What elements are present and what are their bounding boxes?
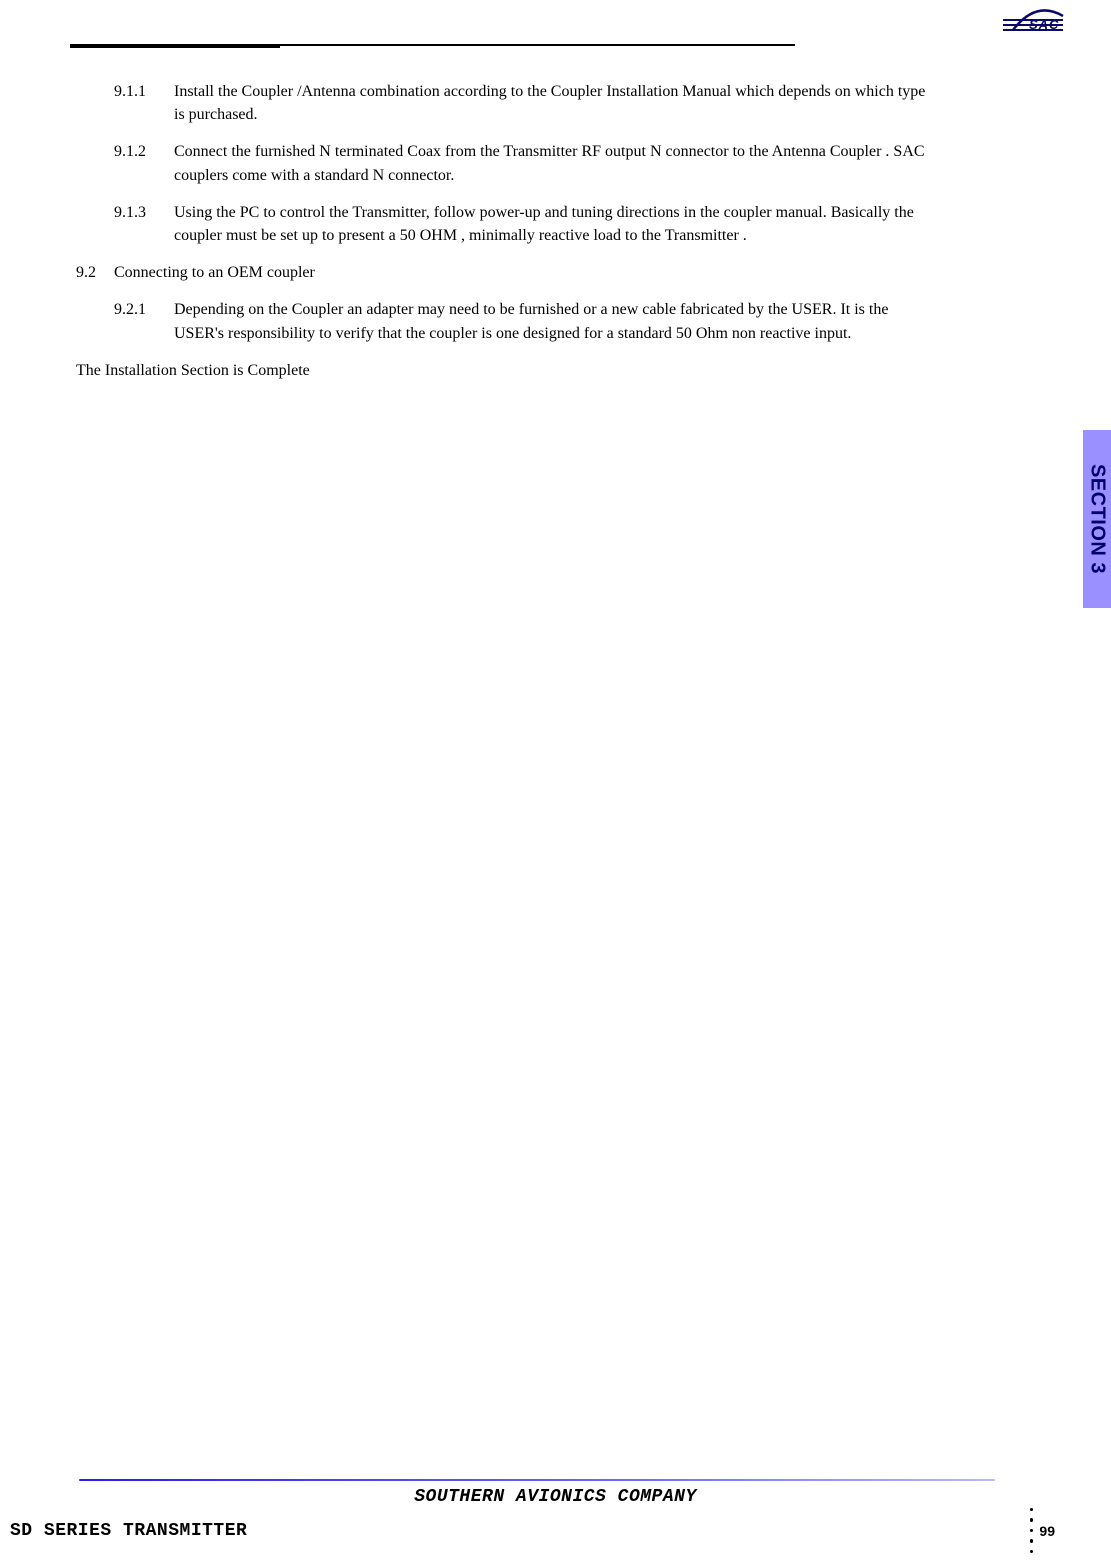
section-tab-label: SECTION 3 [1086, 464, 1109, 574]
item-text: Depending on the Coupler an adapter may … [174, 298, 931, 344]
footer-dots-icon [1030, 1508, 1034, 1554]
section-tab: SECTION 3 [1083, 430, 1111, 608]
footer-company: SOUTHERN AVIONICS COMPANY [0, 1487, 1111, 1507]
item-text: Connecting to an OEM coupler [114, 261, 931, 284]
footer-rule [79, 1479, 995, 1482]
item-number: 9.2.1 [114, 298, 174, 344]
closing-text: The Installation Section is Complete [76, 359, 931, 382]
item-number: 9.2 [76, 261, 114, 284]
list-item: 9.2 Connecting to an OEM coupler [76, 261, 931, 284]
item-number: 9.1.2 [114, 140, 174, 186]
header-rule-accent [70, 46, 280, 48]
item-text: Connect the furnished N terminated Coax … [174, 140, 931, 186]
list-item: 9.1.3 Using the PC to control the Transm… [76, 201, 931, 247]
svg-text:SAC: SAC [1029, 17, 1059, 32]
page-number: 99 [1039, 1523, 1055, 1539]
header: SAC [70, 0, 1081, 58]
list-item: 9.1.1 Install the Coupler /Antenna combi… [76, 80, 931, 126]
item-number: 9.1.3 [114, 201, 174, 247]
item-text: Using the PC to control the Transmitter,… [174, 201, 931, 247]
sac-logo-icon: SAC [1001, 6, 1081, 38]
list-item: 9.2.1 Depending on the Coupler an adapte… [76, 298, 931, 344]
list-item: 9.1.2 Connect the furnished N terminated… [76, 140, 931, 186]
body-content: 9.1.1 Install the Coupler /Antenna combi… [76, 80, 931, 382]
item-number: 9.1.1 [114, 80, 174, 126]
item-text: Install the Coupler /Antenna combination… [174, 80, 931, 126]
footer-product: SD SERIES TRANSMITTER [10, 1521, 247, 1541]
